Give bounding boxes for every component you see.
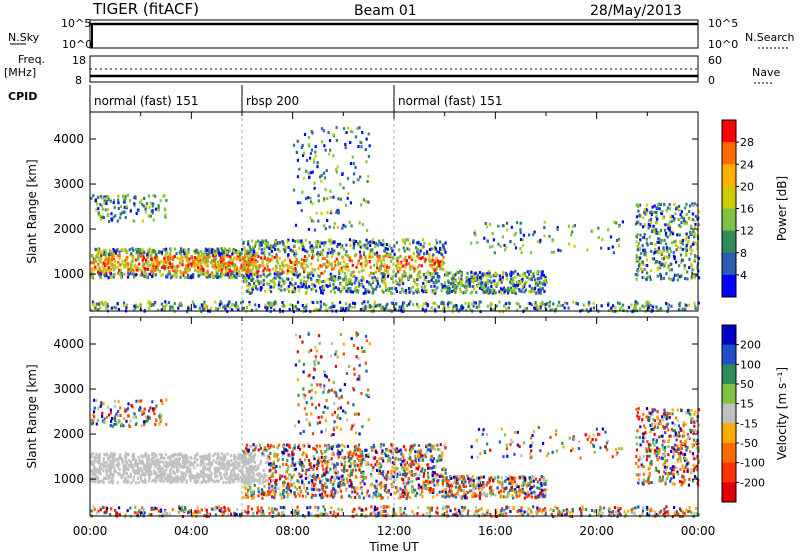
station-title: TIGER (fitACF) <box>92 0 199 18</box>
colorbar-swatch <box>722 186 736 209</box>
y-tick-label: 3000 <box>53 177 84 191</box>
colorbar-swatch <box>722 230 736 254</box>
noise-panel <box>89 19 699 49</box>
colorbar-tick-label: 12 <box>740 225 754 238</box>
power-panel: 1000 2000 3000 4000 Slant Range [km] 28 24 20 16… <box>25 111 789 314</box>
colorbar-tick-label: 24 <box>740 158 754 171</box>
y-axis-label: Slant Range [km] <box>25 159 39 263</box>
nsearch-tick-top: 10^5 <box>708 17 738 30</box>
x-tick-label: 00:00 <box>73 524 108 538</box>
colorbar-swatch <box>722 274 736 298</box>
colorbar-swatch <box>722 384 736 405</box>
colorbar-tick-label: 200 <box>740 339 761 352</box>
colorbar-swatch <box>722 462 736 483</box>
colorbar-swatch <box>722 423 736 444</box>
y-tick-label: 4000 <box>53 337 84 351</box>
colorbar-tick-label: 20 <box>740 180 754 193</box>
colorbar-tick-label: 15 <box>740 398 754 411</box>
beam-label: Beam 01 <box>354 3 417 19</box>
echo-texture <box>90 126 701 314</box>
colorbar-swatch <box>722 325 736 346</box>
nsearch-label: N.Search <box>745 31 795 44</box>
x-axis-label: Time UT <box>368 540 419 554</box>
freq-unit: [MHz] <box>4 66 36 79</box>
echo-texture <box>90 331 701 519</box>
nave-label: Nave <box>752 66 780 79</box>
colorbar-swatch <box>722 142 736 165</box>
colorbar-tick-label: -100 <box>740 457 765 470</box>
nsearch-tick-bottom: 10^0 <box>708 38 738 51</box>
colorbar-tick-label: -50 <box>740 437 758 450</box>
y-tick-label: 2000 <box>53 427 84 441</box>
date-label: 28/May/2013 <box>590 3 682 19</box>
velocity-panel: 1000 2000 3000 4000 Slant Range [km] 200 100 50… <box>25 316 789 554</box>
y-tick-label: 3000 <box>53 382 84 396</box>
y-axis-label: Slant Range [km] <box>25 364 39 468</box>
colorbar-swatch <box>722 252 736 276</box>
colorbar-swatch <box>722 208 736 232</box>
colorbar-label: Velocity [m s⁻¹] <box>775 367 789 460</box>
nsky-label: N.Sky <box>8 31 40 44</box>
colorbar-tick-label: 8 <box>740 247 747 260</box>
colorbar-swatch <box>722 164 736 187</box>
colorbar-tick-label: 16 <box>740 203 754 216</box>
colorbar-swatch <box>722 443 736 464</box>
x-tick-label: 20:00 <box>579 524 614 538</box>
y-tick-label: 1000 <box>53 472 84 486</box>
colorbar-tick-label: 4 <box>740 269 747 282</box>
colorbar-swatch <box>722 403 736 424</box>
nave-tick-bottom: 0 <box>708 74 715 87</box>
cpid-segment-label: normal (fast) 151 <box>94 94 198 108</box>
nsky-tick-bottom: 10^0 <box>62 38 92 51</box>
colorbar-swatch <box>722 364 736 385</box>
y-tick-label: 2000 <box>53 222 84 236</box>
freq-tick-bottom: 8 <box>75 74 82 87</box>
y-tick-label: 1000 <box>53 267 84 281</box>
nave-tick-top: 60 <box>708 54 722 67</box>
colorbar-tick-label: 100 <box>740 358 761 371</box>
nsky-tick-top: 10^5 <box>61 17 91 30</box>
x-tick-label: 08:00 <box>275 524 310 538</box>
cpid-segment-label: rbsp 200 <box>246 94 299 108</box>
freq-label: Freq. <box>18 53 45 66</box>
colorbar-label: Power [dB] <box>775 176 789 241</box>
cpid-label: CPID <box>8 90 37 103</box>
cpid-segment-label: normal (fast) 151 <box>398 94 502 108</box>
colorbar-tick-label: 50 <box>740 378 754 391</box>
x-tick-label: 12:00 <box>377 524 412 538</box>
colorbar-tick-label: 28 <box>740 136 754 149</box>
colorbar-swatch <box>722 344 736 365</box>
x-tick-label: 00:00 <box>681 524 716 538</box>
y-tick-label: 4000 <box>53 132 84 146</box>
freq-tick-top: 18 <box>72 54 86 67</box>
colorbar-swatch <box>722 482 736 503</box>
colorbar-tick-label: -15 <box>740 417 758 430</box>
x-tick-label: 16:00 <box>478 524 513 538</box>
colorbar-swatch <box>722 120 736 143</box>
colorbar-tick-label: -200 <box>740 476 765 489</box>
cpid-bar: normal (fast) 151 rbsp 200 normal (fast) 1… <box>94 85 502 112</box>
x-tick-label: 04:00 <box>174 524 209 538</box>
